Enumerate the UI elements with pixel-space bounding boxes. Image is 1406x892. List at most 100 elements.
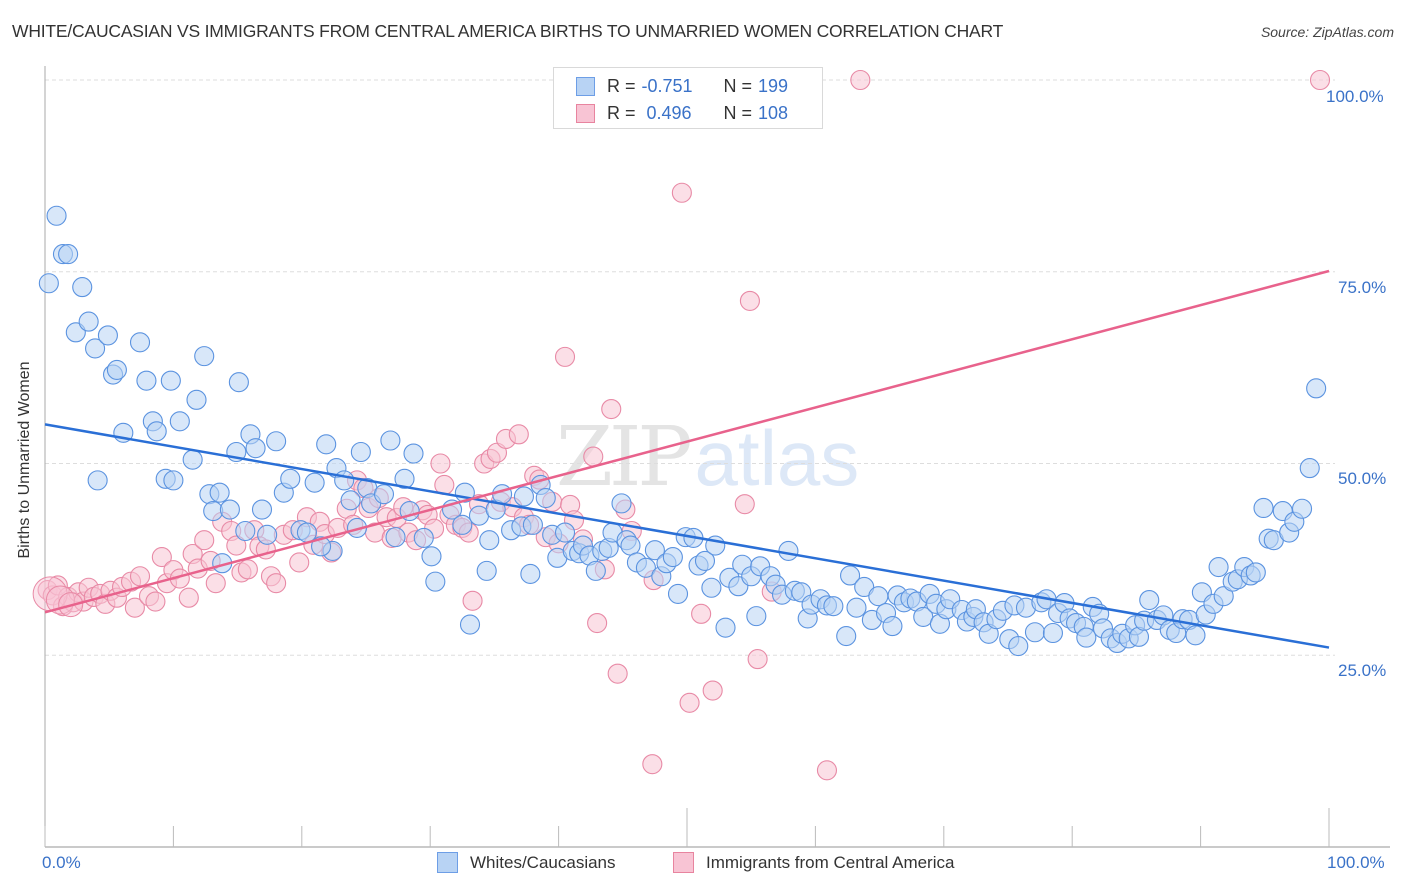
whites-point <box>334 470 355 491</box>
whites-point <box>513 486 534 507</box>
legend-item-immigrants[interactable]: Immigrants from Central America <box>673 852 954 873</box>
whites-point <box>746 606 767 627</box>
immigrants-point <box>587 612 608 634</box>
whites-point <box>662 547 683 568</box>
whites-point <box>72 277 93 298</box>
legend: Whites/Caucasians Immigrants from Centra… <box>0 852 1406 876</box>
whites-point <box>228 372 249 393</box>
whites-point <box>520 563 541 584</box>
whites-point <box>1076 627 1097 648</box>
y-tick-label-25: 25.0% <box>1338 661 1387 680</box>
whites-point <box>1306 378 1327 399</box>
whites-point <box>266 431 287 452</box>
immigrants-point <box>679 692 700 713</box>
whites-point <box>257 524 278 545</box>
whites-point <box>715 617 736 638</box>
whites-point <box>492 484 513 505</box>
whites-point <box>836 626 857 647</box>
whites-point <box>209 482 230 503</box>
immigrants-point <box>691 603 712 624</box>
stats-row-immigrants: R = 0.496 N = 108 <box>576 99 788 127</box>
y-tick-label-75: 75.0% <box>1338 278 1387 297</box>
immigrants-point <box>601 398 622 420</box>
whites-point <box>1299 458 1320 479</box>
whites-point <box>385 527 406 548</box>
stats-legend: R = -0.751 N = 199 R = 0.496 N = 108 <box>553 67 823 129</box>
immigrants-point <box>1309 69 1331 91</box>
r-value: 0.496 <box>641 102 692 123</box>
whites-point <box>186 389 207 410</box>
whites-point <box>97 325 118 346</box>
legend-item-whites[interactable]: Whites/Caucasians <box>437 852 616 873</box>
y-tick-label-50: 50.0% <box>1338 469 1387 488</box>
immigrants-point <box>554 346 576 367</box>
whites-point <box>413 527 434 548</box>
immigrants-point <box>462 590 483 611</box>
whites-point <box>58 244 79 265</box>
whites-point <box>425 571 446 592</box>
whites-point <box>667 583 689 604</box>
legend-label-whites: Whites/Caucasians <box>470 852 616 872</box>
whites-point <box>136 370 157 391</box>
immigrants-swatch <box>576 103 595 123</box>
whites-point <box>350 441 371 463</box>
x-tick-label-min: 0.0% <box>42 853 81 872</box>
immigrants-point <box>226 535 247 556</box>
whites-point <box>235 520 256 542</box>
whites-point <box>373 484 395 505</box>
immigrants-point <box>747 649 768 670</box>
whites-point <box>219 499 240 520</box>
whites-point <box>169 411 190 432</box>
axes <box>44 66 1390 848</box>
whites-point <box>311 536 332 557</box>
immigrants-trend-line <box>44 269 1330 614</box>
whites-point <box>340 490 361 511</box>
r-value: -0.751 <box>641 75 693 96</box>
whites-point <box>476 560 497 581</box>
whites-point <box>296 522 317 543</box>
whites-trend-line <box>44 423 1330 649</box>
legend-label-immigrants: Immigrants from Central America <box>706 852 955 872</box>
immigrants-point <box>205 573 226 594</box>
n-value: 199 <box>758 75 789 96</box>
whites-point <box>251 499 273 520</box>
whites-point <box>78 311 99 332</box>
whites-point <box>468 505 490 526</box>
whites-point <box>1213 586 1234 607</box>
whites-point <box>479 530 500 551</box>
whites-point <box>1008 635 1029 657</box>
whites-point <box>46 205 67 226</box>
y-tick-label-100: 100.0% <box>1326 87 1384 106</box>
whites-point <box>459 614 481 635</box>
whites-point <box>882 616 903 637</box>
legend-swatch-whites <box>437 852 458 873</box>
immigrants-point <box>430 453 451 474</box>
whites-point <box>1042 622 1063 644</box>
whites-point <box>620 535 641 556</box>
whites-point <box>304 472 325 493</box>
y-axis-label: Births to Unmarried Women <box>16 361 33 559</box>
whites-point <box>1253 497 1274 519</box>
whites-point <box>403 443 424 464</box>
whites-point <box>1245 562 1266 583</box>
r-label: R = <box>607 102 636 123</box>
whites-point <box>522 514 543 535</box>
whites-point <box>635 557 656 578</box>
whites-point <box>421 546 442 567</box>
whites-point <box>854 576 875 598</box>
immigrants-point <box>266 573 287 594</box>
trend-lines <box>44 269 1330 649</box>
n-label: N = <box>723 102 753 123</box>
immigrants-point <box>739 290 760 311</box>
whites-point <box>38 273 59 294</box>
whites-point <box>535 487 556 509</box>
whites-point <box>1208 556 1229 578</box>
immigrants-point <box>124 597 145 618</box>
whites-point <box>203 501 224 522</box>
whites-point <box>694 550 716 571</box>
legend-swatch-immigrants <box>673 852 694 873</box>
immigrants-point <box>816 760 838 781</box>
series-immigrants-points <box>32 69 1331 781</box>
immigrants-point <box>289 552 310 573</box>
